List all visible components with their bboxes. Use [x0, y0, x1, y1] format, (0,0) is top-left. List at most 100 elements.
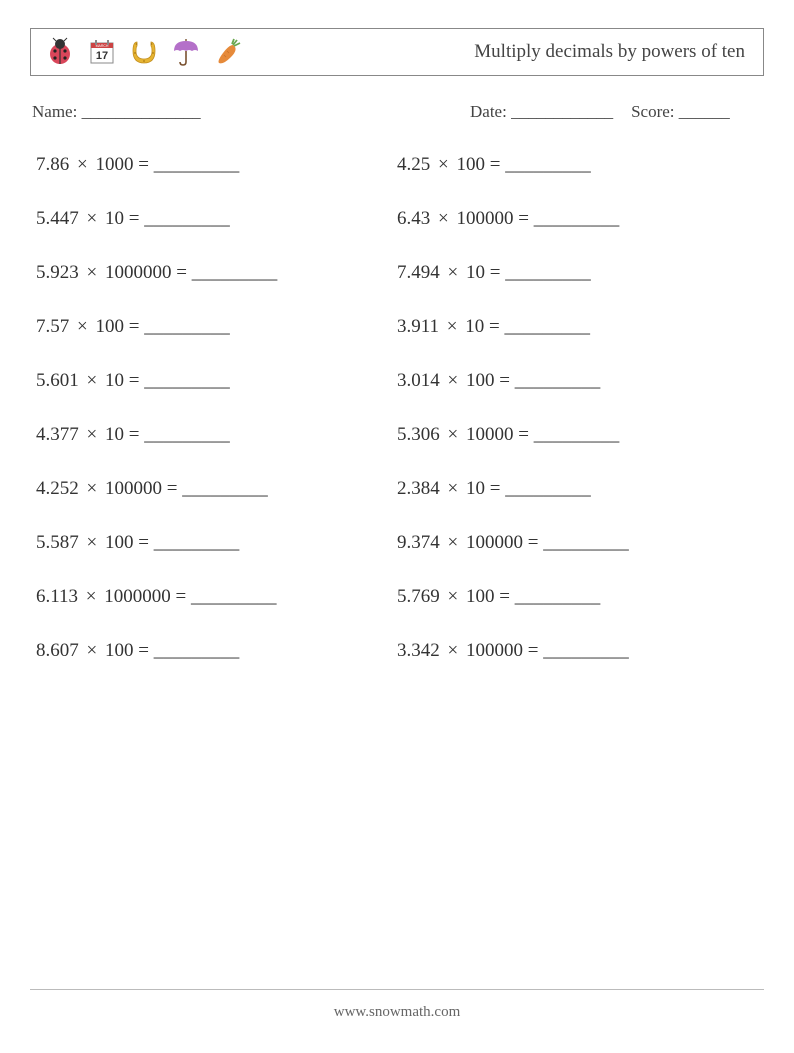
name-field: Name: ______________	[32, 102, 470, 122]
multiply-symbol: ×	[430, 154, 456, 175]
equals: =	[133, 640, 153, 661]
footer-divider	[30, 989, 764, 990]
worksheet-page: MARCH 17	[0, 0, 794, 1053]
answer-blank: _________	[191, 586, 277, 607]
footer-text: www.snowmath.com	[334, 1004, 461, 1020]
problem-item: 3.342 × 100000 = _________	[397, 640, 758, 662]
operand-a: 6.43	[397, 208, 430, 229]
equals: =	[124, 370, 144, 391]
operand-b: 100	[105, 532, 134, 553]
operand-b: 100	[466, 370, 495, 391]
multiply-symbol: ×	[79, 370, 105, 391]
multiply-symbol: ×	[79, 424, 105, 445]
operand-a: 4.25	[397, 154, 430, 175]
multiply-symbol: ×	[79, 640, 105, 661]
multiply-symbol: ×	[79, 532, 105, 553]
operand-b: 100	[466, 586, 495, 607]
equals: =	[485, 154, 505, 175]
multiply-symbol: ×	[440, 262, 466, 283]
equals: =	[124, 316, 144, 337]
equals: =	[124, 208, 144, 229]
carrot-icon	[211, 35, 245, 69]
operand-b: 1000000	[105, 262, 172, 283]
ladybug-icon	[43, 35, 77, 69]
equals: =	[513, 208, 533, 229]
problem-item: 4.252 × 100000 = _________	[36, 478, 397, 500]
operand-a: 7.86	[36, 154, 69, 175]
calendar-icon: MARCH 17	[85, 35, 119, 69]
problems-grid: 7.86 × 1000 = _________ 5.447 × 10 = ____…	[30, 154, 764, 662]
equals: =	[523, 640, 543, 661]
date-label: Date:	[470, 102, 507, 121]
operand-a: 2.384	[397, 478, 440, 499]
operand-b: 100	[456, 154, 485, 175]
operand-b: 100000	[466, 640, 523, 661]
operand-b: 10	[105, 208, 124, 229]
operand-b: 10	[466, 478, 485, 499]
operand-a: 6.113	[36, 586, 78, 607]
problem-item: 2.384 × 10 = _________	[397, 478, 758, 500]
score-field: Score: ______	[631, 102, 730, 122]
operand-a: 5.447	[36, 208, 79, 229]
equals: =	[494, 370, 514, 391]
problem-item: 7.494 × 10 = _________	[397, 262, 758, 284]
answer-blank: _________	[534, 208, 620, 229]
operand-b: 10	[105, 424, 124, 445]
multiply-symbol: ×	[430, 208, 456, 229]
operand-a: 8.607	[36, 640, 79, 661]
multiply-symbol: ×	[69, 154, 95, 175]
header-icons: MARCH 17	[43, 35, 245, 69]
operand-a: 7.494	[397, 262, 440, 283]
equals: =	[133, 154, 153, 175]
equals: =	[162, 478, 182, 499]
operand-b: 100000	[105, 478, 162, 499]
operand-b: 10	[466, 262, 485, 283]
problem-item: 3.014 × 100 = _________	[397, 370, 758, 392]
multiply-symbol: ×	[78, 586, 104, 607]
equals: =	[485, 478, 505, 499]
equals: =	[133, 532, 153, 553]
equals: =	[124, 424, 144, 445]
operand-a: 5.769	[397, 586, 440, 607]
problem-item: 5.306 × 10000 = _________	[397, 424, 758, 446]
multiply-symbol: ×	[440, 532, 466, 553]
multiply-symbol: ×	[79, 208, 105, 229]
operand-a: 4.252	[36, 478, 79, 499]
score-label: Score:	[631, 102, 674, 121]
equals: =	[523, 532, 543, 553]
answer-blank: _________	[543, 640, 629, 661]
operand-a: 5.587	[36, 532, 79, 553]
header-box: MARCH 17	[30, 28, 764, 76]
operand-a: 3.342	[397, 640, 440, 661]
problem-item: 5.447 × 10 = _________	[36, 208, 397, 230]
horseshoe-icon	[127, 35, 161, 69]
name-label: Name:	[32, 102, 77, 121]
answer-blank: _________	[505, 478, 591, 499]
answer-blank: _________	[182, 478, 268, 499]
answer-blank: _________	[515, 586, 601, 607]
answer-blank: _________	[515, 370, 601, 391]
operand-b: 10000	[466, 424, 514, 445]
problems-column-right: 4.25 × 100 = _________6.43 × 100000 = __…	[397, 154, 758, 662]
answer-blank: _________	[144, 370, 230, 391]
svg-text:MARCH: MARCH	[96, 44, 109, 48]
operand-b: 1000000	[104, 586, 171, 607]
equals: =	[485, 262, 505, 283]
operand-a: 9.374	[397, 532, 440, 553]
answer-blank: _________	[154, 532, 240, 553]
problem-item: 7.86 × 1000 = _________	[36, 154, 397, 176]
answer-blank: _________	[144, 424, 230, 445]
multiply-symbol: ×	[440, 586, 466, 607]
problem-item: 6.43 × 100000 = _________	[397, 208, 758, 230]
answer-blank: _________	[154, 154, 240, 175]
answer-blank: _________	[543, 532, 629, 553]
equals: =	[513, 424, 533, 445]
operand-a: 7.57	[36, 316, 69, 337]
operand-a: 5.601	[36, 370, 79, 391]
operand-a: 3.911	[397, 316, 439, 337]
answer-blank: _________	[504, 316, 590, 337]
operand-b: 100	[105, 640, 134, 661]
operand-b: 10	[105, 370, 124, 391]
multiply-symbol: ×	[439, 316, 465, 337]
problem-item: 5.601 × 10 = _________	[36, 370, 397, 392]
